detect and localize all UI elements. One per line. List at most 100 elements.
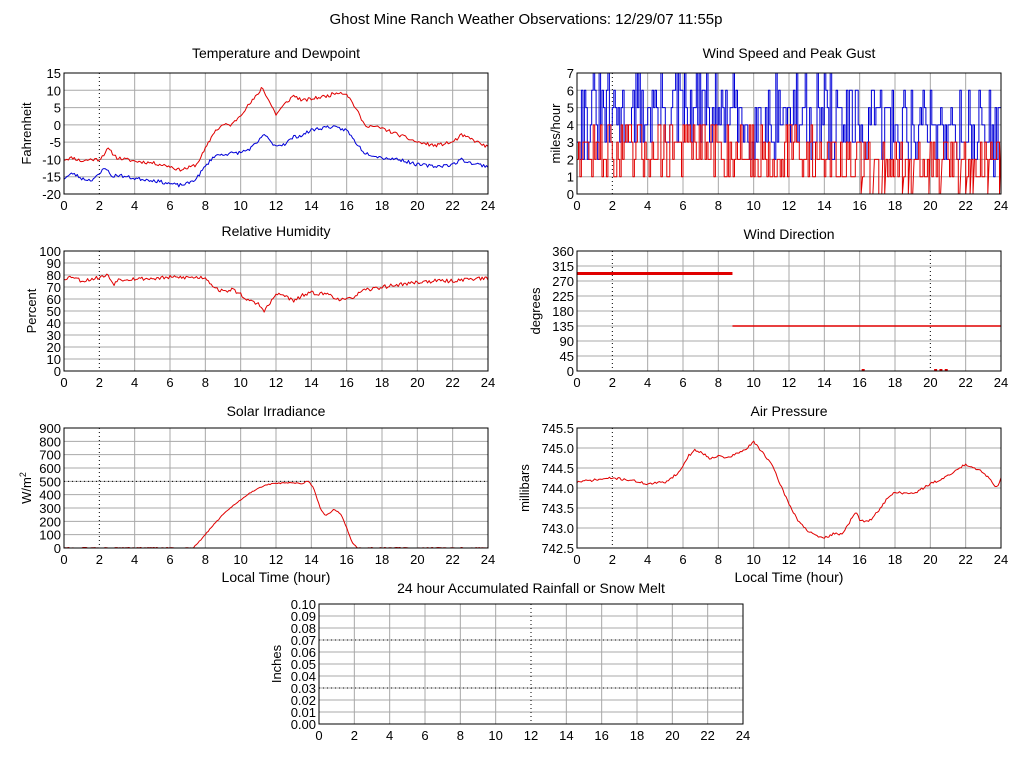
- chart-title: Wind Speed and Peak Gust: [703, 45, 876, 61]
- x-tick-label: 2: [609, 552, 616, 567]
- x-tick-label: 8: [715, 552, 722, 567]
- x-tick-label: 8: [202, 198, 209, 213]
- y-tick-label: 900: [39, 421, 61, 436]
- x-tick-label: 10: [233, 552, 247, 567]
- y-tick-label: 745.5: [541, 421, 574, 436]
- x-tick-label: 22: [958, 198, 972, 213]
- y-tick-label: 1: [567, 170, 574, 185]
- x-tick-label: 8: [715, 375, 722, 390]
- x-tick-label: 0: [573, 375, 580, 390]
- y-tick-label: 0.02: [291, 693, 316, 708]
- chart-title: 24 hour Accumulated Rainfall or Snow Mel…: [397, 580, 665, 596]
- x-tick-label: 6: [421, 728, 428, 743]
- x-tick-label: 16: [339, 375, 353, 390]
- series-temperature: [64, 87, 488, 172]
- y-axis-label: miles/hour: [548, 103, 563, 164]
- x-tick-label: 2: [351, 728, 358, 743]
- x-tick-label: 10: [488, 728, 502, 743]
- x-tick-label: 4: [644, 552, 651, 567]
- x-tick-label: 22: [445, 552, 459, 567]
- x-tick-label: 22: [445, 198, 459, 213]
- x-tick-label: 0: [60, 375, 67, 390]
- x-tick-label: 10: [233, 375, 247, 390]
- y-tick-label: 20: [47, 340, 61, 355]
- y-tick-label: 7: [567, 66, 574, 81]
- x-tick-label: 0: [573, 198, 580, 213]
- x-tick-label: 6: [679, 198, 686, 213]
- y-tick-label: 0: [567, 364, 574, 379]
- x-tick-label: 20: [410, 375, 424, 390]
- direction-point: [934, 369, 938, 371]
- chart-title: Temperature and Dewpoint: [192, 45, 360, 61]
- y-tick-label: 4: [567, 118, 574, 133]
- y-tick-label: 0: [54, 364, 61, 379]
- x-tick-label: 2: [609, 375, 616, 390]
- series-air-pressure: [577, 440, 1001, 539]
- x-tick-label: 20: [410, 198, 424, 213]
- series-wind-speed: [577, 124, 1001, 194]
- x-tick-label: 6: [166, 375, 173, 390]
- x-tick-label: 8: [202, 375, 209, 390]
- y-tick-label: 0: [567, 187, 574, 202]
- y-tick-label: 0: [54, 118, 61, 133]
- x-tick-label: 24: [736, 728, 750, 743]
- chart-title: Air Pressure: [750, 403, 827, 419]
- y-tick-label: 0: [54, 541, 61, 556]
- x-tick-label: 4: [131, 198, 138, 213]
- plot-area: [577, 272, 1001, 371]
- x-tick-label: 10: [746, 198, 760, 213]
- x-tick-label: 24: [481, 552, 495, 567]
- direction-point: [944, 369, 948, 371]
- chart-title: Wind Direction: [743, 226, 834, 242]
- x-tick-label: 20: [665, 728, 679, 743]
- x-tick-label: 2: [96, 375, 103, 390]
- y-tick-label: 0.08: [291, 621, 316, 636]
- y-axis-label: Fahrenheit: [19, 102, 34, 165]
- x-tick-label: 12: [269, 552, 283, 567]
- chart-solar: Solar Irradiance010020030040050060070080…: [18, 403, 495, 585]
- y-tick-label: 0.06: [291, 645, 316, 660]
- x-tick-label: 14: [559, 728, 573, 743]
- y-tick-label: 70: [47, 280, 61, 295]
- chart-rain: 24 hour Accumulated Rainfall or Snow Mel…: [269, 580, 750, 743]
- y-tick-label: 400: [39, 488, 61, 503]
- charts-layer: Temperature and Dewpoint-20-15-10-505101…: [18, 45, 1008, 743]
- x-tick-label: 12: [269, 198, 283, 213]
- y-axis-label: millibars: [517, 464, 532, 512]
- direction-point: [939, 369, 943, 371]
- y-tick-label: 180: [552, 304, 574, 319]
- x-tick-label: 24: [481, 198, 495, 213]
- y-tick-label: 45: [560, 349, 574, 364]
- y-tick-label: 500: [39, 474, 61, 489]
- plot-frame: [576, 427, 1002, 549]
- x-tick-label: 18: [630, 728, 644, 743]
- y-tick-label: 135: [552, 319, 574, 334]
- x-tick-label: 0: [60, 552, 67, 567]
- plot-frame: [63, 250, 489, 372]
- y-tick-label: 270: [552, 274, 574, 289]
- series-solar-irradiance: [64, 480, 488, 548]
- x-tick-label: 14: [304, 375, 318, 390]
- x-tick-label: 10: [746, 552, 760, 567]
- x-tick-label: 6: [679, 552, 686, 567]
- y-tick-label: 100: [39, 528, 61, 543]
- y-tick-label: 100: [39, 244, 61, 259]
- x-tick-label: 14: [817, 552, 831, 567]
- series-peak-gust: [577, 73, 1001, 178]
- x-tick-label: 14: [817, 198, 831, 213]
- x-tick-label: 16: [852, 375, 866, 390]
- y-tick-label: 600: [39, 461, 61, 476]
- y-tick-label: -20: [42, 187, 61, 202]
- x-axis-label: Local Time (hour): [735, 569, 844, 585]
- x-tick-label: 12: [782, 552, 796, 567]
- plot-area: [577, 73, 1001, 194]
- y-tick-label: 743.0: [541, 521, 574, 536]
- y-axis-label-superscript: 2: [18, 472, 28, 477]
- x-tick-label: 4: [644, 375, 651, 390]
- y-tick-label: 744.0: [541, 481, 574, 496]
- plot-frame: [63, 427, 489, 549]
- x-tick-label: 8: [457, 728, 464, 743]
- y-tick-label: 30: [47, 328, 61, 343]
- y-tick-label: 2: [567, 152, 574, 167]
